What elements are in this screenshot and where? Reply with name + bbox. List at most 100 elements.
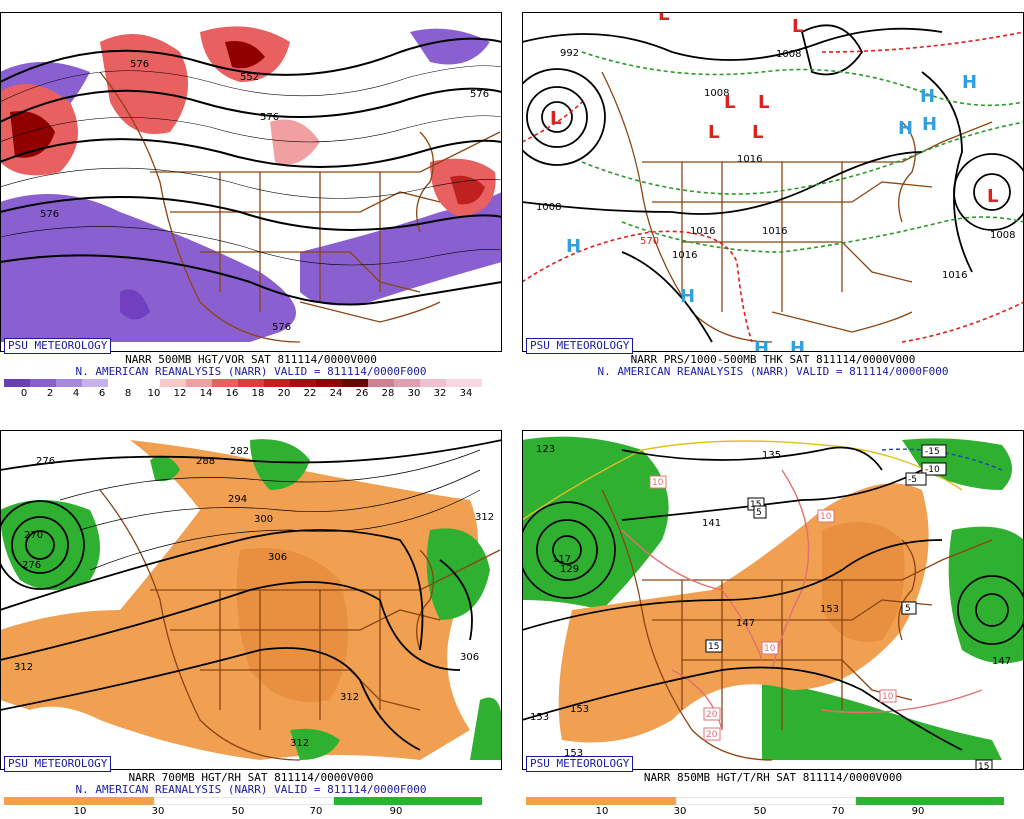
temp-box: -5 (905, 472, 927, 486)
contour-label: 147 (736, 618, 755, 629)
contour-label: 270 (24, 530, 43, 541)
panel-title: NARR 850MB HGT/T/RH SAT 811114/0000V000 (643, 771, 903, 784)
svg-text:10: 10 (882, 692, 894, 702)
rh-fill (522, 436, 1024, 760)
high-center: H (790, 338, 805, 352)
svg-text:-5: -5 (908, 475, 917, 485)
geography-borders (99, 489, 501, 761)
tick: 2 (46, 388, 54, 399)
pressure-labels: 992 1008 1008 1008 1016 1016 1016 1016 1… (536, 48, 1015, 281)
contour-label: 153 (530, 712, 549, 723)
temp-box: -10 (921, 462, 947, 476)
tick: 26 (355, 388, 369, 399)
contour-label: 576 (130, 59, 149, 70)
svg-text:10: 10 (820, 512, 832, 522)
rh-colorbar (526, 797, 1004, 805)
tick: 12 (173, 388, 187, 399)
temp-box: -15 (921, 444, 947, 458)
contour-label: 552 (240, 72, 259, 83)
contour-label: 129 (560, 564, 579, 575)
isobar-label: 1008 (704, 88, 729, 99)
contour-label: 288 (196, 456, 215, 467)
tick: 30 (407, 388, 421, 399)
tick: 32 (433, 388, 447, 399)
svg-text:-10: -10 (925, 465, 940, 475)
temp-box: 15 (975, 759, 993, 770)
tick: 20 (277, 388, 291, 399)
svg-text:15: 15 (978, 762, 989, 770)
tick: 18 (251, 388, 265, 399)
svg-text:20: 20 (706, 710, 718, 720)
high-center: H (962, 72, 977, 93)
pressure-centers: L L L L L L L L H H H H H H H H (550, 12, 998, 352)
temp-box: 10 (649, 475, 667, 489)
contour-label: 312 (475, 512, 494, 523)
low-center: L (708, 122, 719, 143)
svg-text:10: 10 (652, 478, 664, 488)
contour-label: 123 (536, 444, 555, 455)
tick: 10 (147, 388, 161, 399)
isobar-label: 1016 (690, 226, 715, 237)
contour-labels-500: 576 576 576 552 576 576 (40, 59, 489, 333)
brand-badge: PSU METEOROLOGY (526, 756, 634, 772)
tick: 50 (231, 806, 245, 817)
tick: 22 (303, 388, 317, 399)
panel-surface: 992 1008 1008 1008 1016 1016 1016 1016 1… (522, 0, 1024, 400)
tick: 14 (199, 388, 213, 399)
tick: 90 (389, 806, 403, 817)
svg-text:15: 15 (708, 642, 719, 652)
contour-label: 312 (340, 692, 359, 703)
tick: 6 (98, 388, 106, 399)
contour-label: 306 (268, 552, 287, 563)
high-center: H (922, 114, 937, 135)
low-center: L (758, 92, 769, 113)
tick: 24 (329, 388, 343, 399)
temp-box: 10 (879, 689, 897, 703)
thin-contours (0, 65, 502, 266)
tick: 50 (753, 806, 767, 817)
isobar-label: 992 (560, 48, 579, 59)
tick: 28 (381, 388, 395, 399)
isobar-label: 570 (640, 236, 659, 247)
contour-label: 276 (36, 456, 55, 467)
temp-box: 5 (901, 601, 917, 615)
height-contours (522, 446, 1024, 751)
height-labels: 123 129 135 141 147 153 153 153 147 153 … (530, 444, 1011, 759)
height-contours (0, 37, 502, 306)
map-850mb: 123 129 135 141 147 153 153 153 147 153 … (522, 430, 1024, 770)
brand-badge: PSU METEOROLOGY (4, 338, 112, 354)
contour-label: 576 (260, 112, 279, 123)
high-center: H (920, 86, 935, 107)
tick: 0 (20, 388, 28, 399)
tick: 70 (831, 806, 845, 817)
temp-box: 15 (705, 639, 723, 653)
contour-label: 312 (290, 738, 309, 749)
isobar-label: 1016 (942, 270, 967, 281)
tick: 4 (72, 388, 80, 399)
low-center: L (792, 16, 803, 37)
contour-label: 312 (14, 662, 33, 673)
contour-label: 276 (22, 560, 41, 571)
isobar-label: 1016 (737, 154, 762, 165)
tick: 10 (73, 806, 87, 817)
temp-box: 20 (703, 727, 721, 741)
panel-850mb: 123 129 135 141 147 153 153 153 147 153 … (522, 418, 1024, 818)
contour-label: 147 (992, 656, 1011, 667)
temp-box: 5 (753, 505, 767, 519)
vorticity-fill (0, 26, 502, 342)
temp-box: 10 (817, 509, 835, 523)
contour-labels-700: 276 282 288 294 300 306 306 312 312 312 … (14, 446, 494, 749)
low-center: L (987, 186, 998, 207)
svg-text:-15: -15 (925, 447, 940, 457)
isobars (522, 24, 1024, 343)
contour-label: 306 (460, 652, 479, 663)
temp-box: 20 (703, 707, 721, 721)
tick: 70 (309, 806, 323, 817)
thin-contours (59, 449, 481, 571)
thickness-contours (522, 31, 1024, 343)
tick: 10 (595, 806, 609, 817)
svg-text:15: 15 (750, 500, 761, 510)
high-center: H (566, 236, 581, 257)
panel-700mb: 276 282 288 294 300 306 306 312 312 312 … (0, 418, 502, 818)
contour-label: 576 (272, 322, 291, 333)
